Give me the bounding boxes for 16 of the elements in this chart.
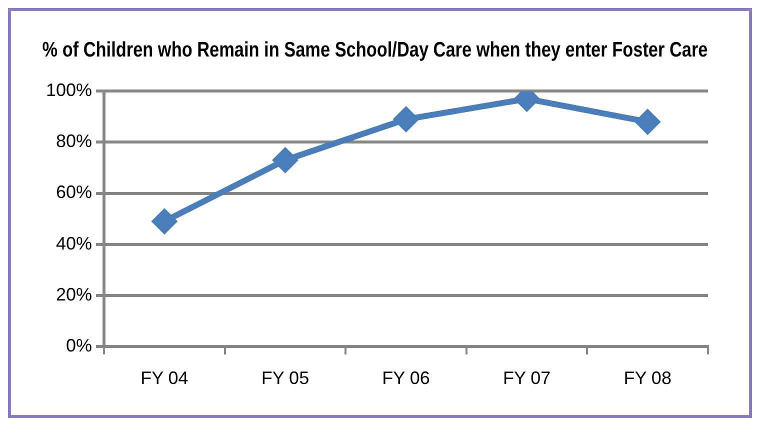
- point: [152, 209, 176, 234]
- x-tick-label: FY 07: [502, 368, 551, 388]
- x-tick-label: FY 06: [382, 368, 430, 388]
- chart-title: % of Children who Remain in Same School/Day Care when they enter Foster Care: [42, 38, 708, 62]
- x-tick-label: FY 05: [261, 368, 310, 388]
- point: [273, 148, 298, 172]
- y-tick-label: 0%: [66, 335, 92, 356]
- point: [636, 110, 660, 134]
- y-tick-label: 100%: [46, 80, 92, 100]
- x-tick-label: FY 08: [624, 368, 672, 388]
- y-tick-label: 20%: [56, 284, 92, 304]
- y-tick-label: 60%: [56, 182, 92, 202]
- y-tick-label: 40%: [56, 233, 92, 254]
- x-tick-label: FY 04: [140, 368, 188, 388]
- y-tick-label: 80%: [56, 131, 92, 152]
- point: [394, 107, 418, 132]
